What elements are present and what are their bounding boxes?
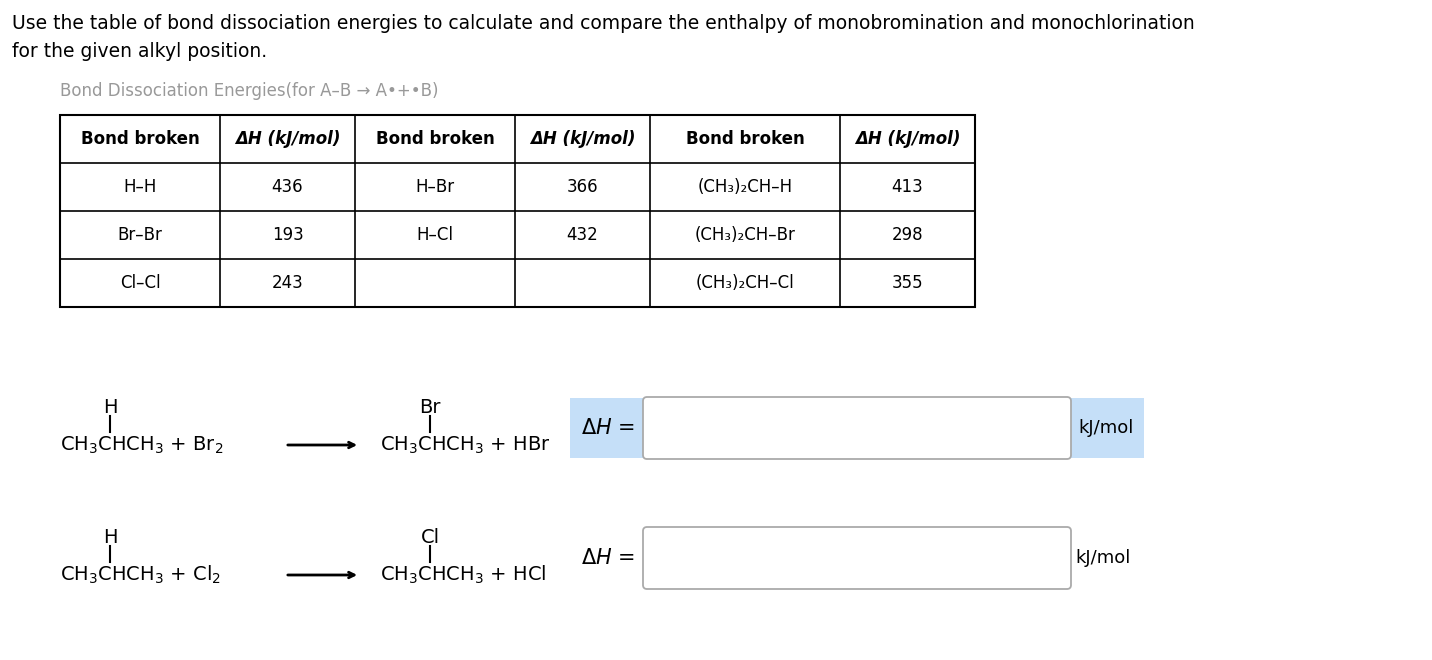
Text: CH$_3$CHCH$_3$ + HCl: CH$_3$CHCH$_3$ + HCl [379, 564, 547, 586]
Text: 413: 413 [892, 178, 924, 196]
Text: Use the table of bond dissociation energies to calculate and compare the enthalp: Use the table of bond dissociation energ… [11, 14, 1194, 33]
Text: H–Br: H–Br [415, 178, 454, 196]
FancyBboxPatch shape [643, 527, 1071, 589]
Text: Cl–Cl: Cl–Cl [120, 274, 160, 292]
Text: CH$_3$CHCH$_3$ + Cl$_2$: CH$_3$CHCH$_3$ + Cl$_2$ [60, 564, 221, 586]
Text: (CH₃)₂CH–Br: (CH₃)₂CH–Br [695, 226, 795, 244]
Text: Br–Br: Br–Br [117, 226, 162, 244]
Text: ΔH (kJ/mol): ΔH (kJ/mol) [855, 130, 961, 148]
Text: H–Cl: H–Cl [417, 226, 454, 244]
Text: kJ/mol: kJ/mol [1078, 419, 1134, 437]
Text: H: H [103, 398, 117, 417]
Text: Bond broken: Bond broken [375, 130, 494, 148]
FancyBboxPatch shape [643, 397, 1071, 459]
Text: Bond Dissociation Energies(for A–B → A•+•B): Bond Dissociation Energies(for A–B → A•+… [60, 82, 438, 100]
Bar [570, 398, 644, 458]
Text: Br: Br [420, 398, 441, 417]
Text: 436: 436 [272, 178, 304, 196]
Text: Bond broken: Bond broken [80, 130, 199, 148]
Text: for the given alkyl position.: for the given alkyl position. [11, 42, 268, 61]
Bar [60, 115, 975, 307]
Text: (CH₃)₂CH–Cl: (CH₃)₂CH–Cl [696, 274, 795, 292]
Text: $\Delta H$ =: $\Delta H$ = [580, 548, 634, 568]
Text: CH$_3$CHCH$_3$ + HBr: CH$_3$CHCH$_3$ + HBr [379, 434, 550, 455]
Text: H–H: H–H [123, 178, 156, 196]
Text: H: H [103, 528, 117, 547]
Text: ΔH (kJ/mol): ΔH (kJ/mol) [530, 130, 636, 148]
Text: kJ/mol: kJ/mol [1075, 549, 1130, 567]
Text: 243: 243 [272, 274, 304, 292]
Text: 432: 432 [567, 226, 599, 244]
Text: ΔH (kJ/mol): ΔH (kJ/mol) [235, 130, 341, 148]
Text: 366: 366 [567, 178, 599, 196]
Bar [1070, 398, 1144, 458]
Text: 355: 355 [892, 274, 924, 292]
Text: CH$_3$CHCH$_3$ + Br$_2$: CH$_3$CHCH$_3$ + Br$_2$ [60, 434, 223, 455]
Text: Bond broken: Bond broken [686, 130, 805, 148]
Text: $\Delta H$ =: $\Delta H$ = [580, 418, 634, 438]
Text: Cl: Cl [421, 528, 440, 547]
Text: 298: 298 [892, 226, 924, 244]
Text: 193: 193 [272, 226, 304, 244]
Text: (CH₃)₂CH–H: (CH₃)₂CH–H [697, 178, 792, 196]
